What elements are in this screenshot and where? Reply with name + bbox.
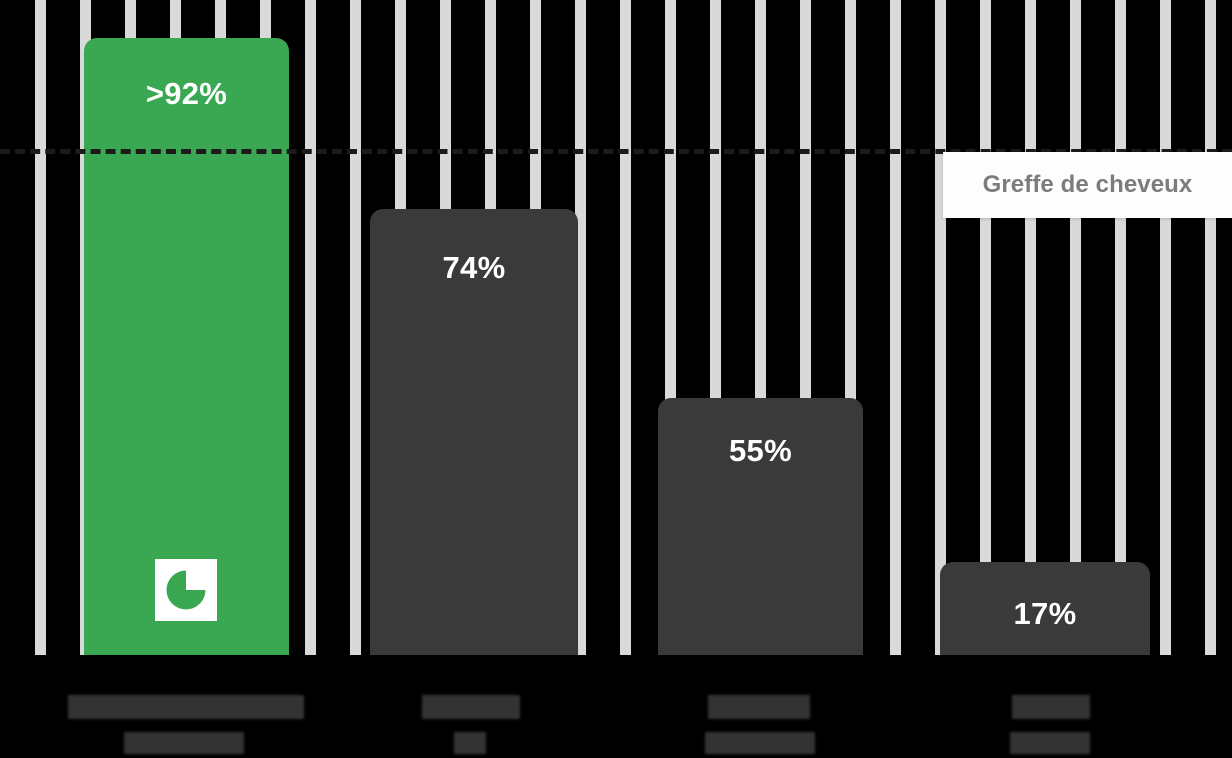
bar-2[interactable]: 74% — [370, 209, 578, 655]
category-label-1-redacted-line-2 — [124, 732, 244, 754]
category-label-3-redacted-line-2 — [705, 732, 815, 754]
bar-2-value-label: 74% — [442, 250, 506, 285]
category-label-1-redacted-line-1 — [68, 695, 304, 719]
bar-1[interactable]: >92% — [84, 38, 289, 655]
plot-area: >92% 74% 55% 17% Greffe de cheveux — [0, 38, 1232, 655]
tooltip: Greffe de cheveux — [943, 152, 1232, 218]
bar-1-value-label: >92% — [145, 76, 228, 111]
e-logo-icon — [155, 559, 217, 621]
bar-4-value-label: 17% — [1013, 596, 1077, 631]
bar-4[interactable]: 17% — [940, 562, 1150, 655]
tooltip-label: Greffe de cheveux — [982, 171, 1193, 198]
category-label-2-redacted-line-1 — [422, 695, 520, 719]
bar-3-value-label: 55% — [729, 433, 792, 468]
category-axis-footer — [0, 655, 1232, 758]
category-label-4-redacted-line-1 — [1012, 695, 1090, 719]
category-label-2-redacted-line-2 — [454, 732, 486, 754]
threshold-dashed-line — [0, 149, 1232, 154]
bar-3[interactable]: 55% — [658, 398, 863, 655]
category-label-4-redacted-line-2 — [1010, 732, 1090, 754]
category-label-3-redacted-line-1 — [708, 695, 810, 719]
